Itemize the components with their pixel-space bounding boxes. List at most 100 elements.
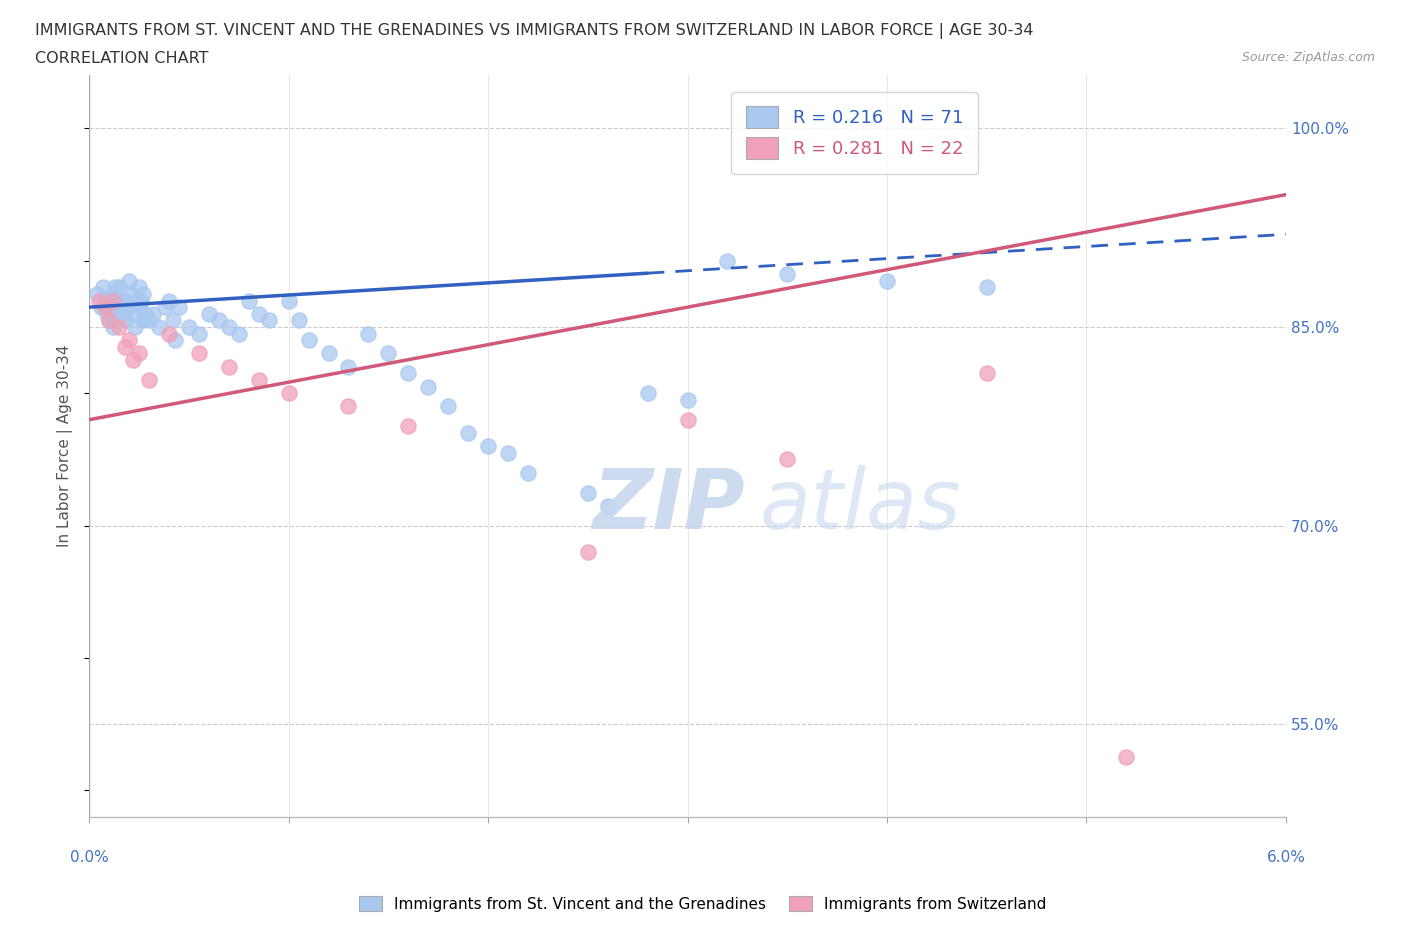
Point [177, 320, 200, 335]
Point [337, 399, 360, 414]
Point [357, 326, 380, 341]
Text: atlas: atlas [759, 465, 960, 546]
Point [114, 293, 136, 308]
Point [637, 386, 659, 401]
Text: CORRELATION CHART: CORRELATION CHART [35, 51, 208, 66]
Point [247, 373, 270, 388]
Point [287, 313, 309, 328]
Point [157, 293, 180, 308]
Point [228, 326, 250, 341]
Point [128, 299, 150, 314]
Point [457, 426, 479, 441]
Legend: Immigrants from St. Vincent and the Grenadines, Immigrants from Switzerland: Immigrants from St. Vincent and the Gren… [353, 889, 1053, 918]
Point [90, 299, 112, 314]
Point [163, 333, 186, 348]
Point [91, 280, 114, 295]
Point [94, 299, 117, 314]
Point [218, 320, 240, 335]
Point [576, 485, 599, 500]
Point [377, 346, 399, 361]
Point [122, 352, 145, 367]
Text: 0.0%: 0.0% [70, 850, 108, 865]
Text: IMMIGRANTS FROM ST. VINCENT AND THE GRENADINES VS IMMIGRANTS FROM SWITZERLAND IN: IMMIGRANTS FROM ST. VINCENT AND THE GREN… [35, 23, 1033, 39]
Point [676, 412, 699, 427]
Point [89, 293, 111, 308]
Point [120, 286, 142, 301]
Point [118, 299, 141, 314]
Point [122, 306, 145, 321]
Point [129, 293, 152, 308]
Point [101, 320, 124, 335]
Point [100, 299, 122, 314]
Point [98, 313, 121, 328]
Point [118, 333, 141, 348]
Point [96, 306, 118, 321]
Point [108, 280, 131, 295]
Point [208, 313, 231, 328]
Point [167, 299, 190, 314]
Point [277, 293, 299, 308]
Point [105, 293, 128, 308]
Point [132, 286, 155, 301]
Point [396, 365, 419, 380]
Point [396, 418, 419, 433]
Point [337, 359, 360, 374]
Point [98, 313, 121, 328]
Point [247, 306, 270, 321]
Point [105, 313, 128, 328]
Point [101, 286, 124, 301]
Text: 6.0%: 6.0% [1267, 850, 1305, 865]
Legend: R = 0.216   N = 71, R = 0.281   N = 22: R = 0.216 N = 71, R = 0.281 N = 22 [731, 92, 977, 174]
Point [138, 373, 160, 388]
Point [108, 299, 131, 314]
Point [112, 306, 135, 321]
Point [318, 346, 340, 361]
Point [218, 359, 240, 374]
Point [418, 379, 440, 394]
Point [114, 339, 136, 354]
Point [198, 306, 221, 321]
Point [108, 320, 131, 335]
Point [124, 320, 146, 335]
Point [187, 346, 209, 361]
Point [104, 306, 127, 321]
Point [477, 439, 499, 454]
Point [118, 273, 141, 288]
Point [437, 399, 460, 414]
Point [153, 299, 176, 314]
Point [86, 286, 108, 301]
Point [148, 320, 170, 335]
Point [114, 313, 136, 328]
Point [187, 326, 209, 341]
Text: ZIP: ZIP [592, 465, 744, 546]
Point [776, 452, 799, 467]
Point [104, 280, 127, 295]
Point [596, 498, 619, 513]
Point [101, 293, 124, 308]
Point [297, 333, 319, 348]
Point [976, 280, 998, 295]
Point [128, 280, 150, 295]
Point [110, 293, 132, 308]
Point [1115, 750, 1137, 764]
Point [576, 545, 599, 560]
Point [976, 365, 998, 380]
Point [157, 326, 180, 341]
Point [238, 293, 260, 308]
Point [94, 293, 117, 308]
Point [128, 346, 150, 361]
Point [716, 253, 738, 268]
Point [776, 267, 799, 282]
Point [876, 273, 898, 288]
Point [125, 293, 148, 308]
Point [496, 445, 519, 460]
Point [142, 306, 165, 321]
Point [98, 293, 121, 308]
Point [517, 465, 540, 480]
Point [132, 313, 155, 328]
Point [162, 313, 184, 328]
Point [257, 313, 280, 328]
Point [134, 306, 156, 321]
Y-axis label: In Labor Force | Age 30-34: In Labor Force | Age 30-34 [58, 345, 73, 548]
Point [676, 392, 699, 407]
